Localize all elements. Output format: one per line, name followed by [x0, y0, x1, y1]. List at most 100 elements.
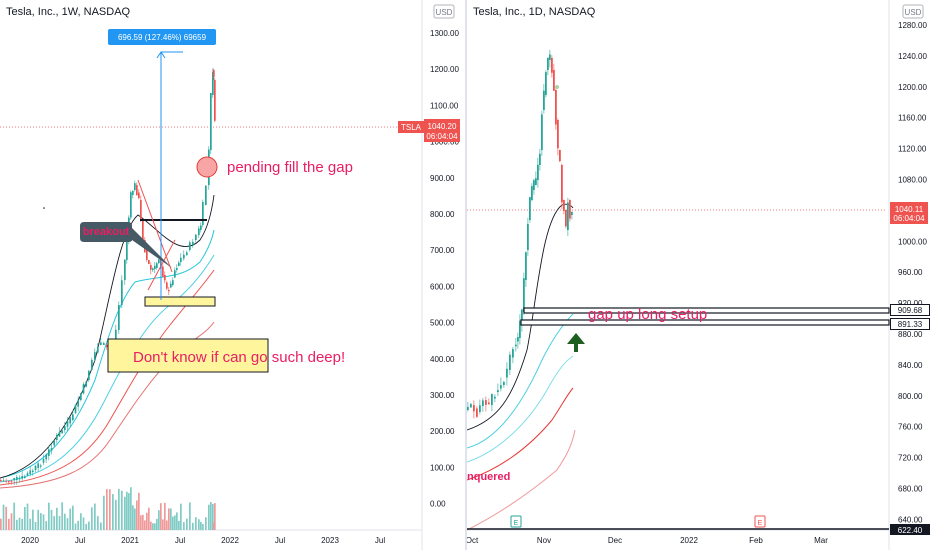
- chart-title: Tesla, Inc., 1D, NASDAQ: [473, 6, 596, 18]
- candle-body: [537, 164, 539, 180]
- volume-bar: [148, 507, 150, 530]
- volume-bar: [85, 523, 88, 530]
- weekly-chart-pane[interactable]: Tesla, Inc., 1W, NASDAQ USD 1300.00 1200.…: [0, 0, 466, 550]
- up-arrow-icon[interactable]: [567, 333, 585, 352]
- candle-body: [45, 454, 48, 460]
- support-zone-box[interactable]: [144, 296, 216, 307]
- candle-body: [37, 463, 40, 468]
- candle-body: [535, 178, 537, 185]
- candle-body: [10, 480, 13, 482]
- candle-body: [521, 309, 523, 325]
- volume-bar: [214, 503, 216, 530]
- candle-body: [213, 70, 215, 78]
- volume-bar: [72, 505, 74, 530]
- volume-bar: [106, 489, 108, 530]
- volume-bar: [154, 523, 156, 530]
- volume-bar: [134, 508, 136, 530]
- signal-dot: [555, 85, 559, 89]
- measure-label-box[interactable]: [108, 29, 216, 45]
- conquered-label: nquered: [467, 471, 510, 483]
- candle-body: [519, 320, 521, 338]
- breakout-callout[interactable]: [80, 222, 172, 268]
- time-scale[interactable]: Oct Nov Dec 2022 Feb Mar: [467, 536, 828, 545]
- candle-body: [172, 280, 174, 285]
- candle-body: [5, 480, 8, 482]
- candle-body: [138, 192, 140, 199]
- level-909[interactable]: [523, 307, 890, 314]
- price-scale[interactable]: 1300.00 1200.00 1100.00 1000.00 900.00 800.00…: [430, 29, 459, 509]
- weekly-chart[interactable]: Tesla, Inc., 1W, NASDAQ USD 1300.00 1200.…: [0, 0, 466, 550]
- earnings-marker-icon[interactable]: [754, 515, 766, 528]
- candle-body: [467, 406, 469, 410]
- volume-bar: [213, 522, 215, 530]
- candle-body: [91, 359, 93, 370]
- volume-bar: [208, 504, 210, 530]
- volume-bar: [2, 504, 5, 530]
- level-891[interactable]: [520, 319, 890, 326]
- volume-bar: [32, 509, 34, 530]
- candle-body: [156, 263, 158, 268]
- gap-annotation[interactable]: pending fill the gap: [227, 159, 353, 176]
- volume-bar: [77, 520, 80, 530]
- time-tick-label: 2021: [121, 536, 139, 545]
- daily-chart-pane[interactable]: Tesla, Inc., 1D, NASDAQ USD 1280.00 1240.…: [467, 0, 932, 550]
- candle-body: [192, 241, 194, 245]
- candle-body: [61, 430, 64, 434]
- volume-bar: [21, 518, 24, 530]
- candle-body: [561, 165, 563, 203]
- gap-circle[interactable]: [196, 156, 218, 178]
- currency-label: USD: [905, 8, 922, 17]
- candle-body: [154, 265, 156, 269]
- currency-badge[interactable]: [902, 4, 924, 19]
- pane-divider[interactable]: [465, 0, 467, 550]
- volume-bar: [140, 515, 142, 530]
- candle-body: [517, 337, 519, 342]
- candle-body: [146, 250, 148, 260]
- currency-badge[interactable]: [433, 4, 455, 19]
- time-tick-label: 2022: [221, 536, 239, 545]
- price-tick-label: 600.00: [430, 282, 455, 291]
- volume-bar: [48, 502, 50, 530]
- volume-bar: [74, 523, 77, 530]
- volume-bar: [29, 518, 32, 530]
- candle-body: [515, 344, 517, 347]
- volume-bar: [146, 512, 148, 530]
- candle-body: [50, 447, 53, 451]
- candle-body: [124, 259, 126, 280]
- candle-body: [212, 72, 214, 95]
- gap-up-annotation[interactable]: gap up long setup: [588, 306, 707, 323]
- level-tag-909-bg: [891, 305, 929, 315]
- candle-body: [148, 260, 150, 264]
- candle-body: [571, 211, 573, 215]
- volume-bar: [8, 518, 10, 530]
- candle-body: [180, 257, 182, 262]
- volume-bar: [18, 517, 21, 530]
- candle-body: [189, 242, 191, 250]
- volume-bar: [124, 496, 126, 530]
- deep-zone-box[interactable]: [107, 338, 269, 373]
- volume-bar: [198, 519, 200, 530]
- candle-body: [24, 476, 26, 478]
- candle-body: [88, 370, 90, 380]
- daily-chart[interactable]: Tesla, Inc., 1D, NASDAQ USD 1280.00 1240.…: [467, 0, 932, 550]
- candle-body: [485, 400, 487, 405]
- earnings-marker-icon[interactable]: [510, 515, 522, 528]
- volume-bar: [50, 509, 53, 530]
- volume-bar: [121, 490, 123, 530]
- candle-body: [176, 267, 178, 270]
- price-tick-label: 1120.00: [898, 145, 927, 154]
- candle-body: [118, 304, 120, 330]
- candle-body: [42, 458, 45, 463]
- candle-body: [150, 265, 152, 270]
- time-scale[interactable]: 2020 Jul 2021 Jul 2022 Jul 2023 Jul: [21, 536, 385, 545]
- candle-body: [97, 346, 99, 353]
- price-tick-label: 1000.00: [898, 237, 927, 246]
- weekly-candles: [0, 68, 216, 486]
- price-scale[interactable]: 1280.00 1240.00 1200.00 1160.00 1120.00 1080.…: [898, 21, 927, 524]
- price-tick-label: 1200.00: [430, 65, 459, 74]
- price-tick-label: 800.00: [430, 210, 455, 219]
- candle-body: [0, 480, 2, 482]
- candle-body: [74, 404, 77, 414]
- candle-body: [482, 400, 484, 406]
- candle-body: [549, 54, 551, 60]
